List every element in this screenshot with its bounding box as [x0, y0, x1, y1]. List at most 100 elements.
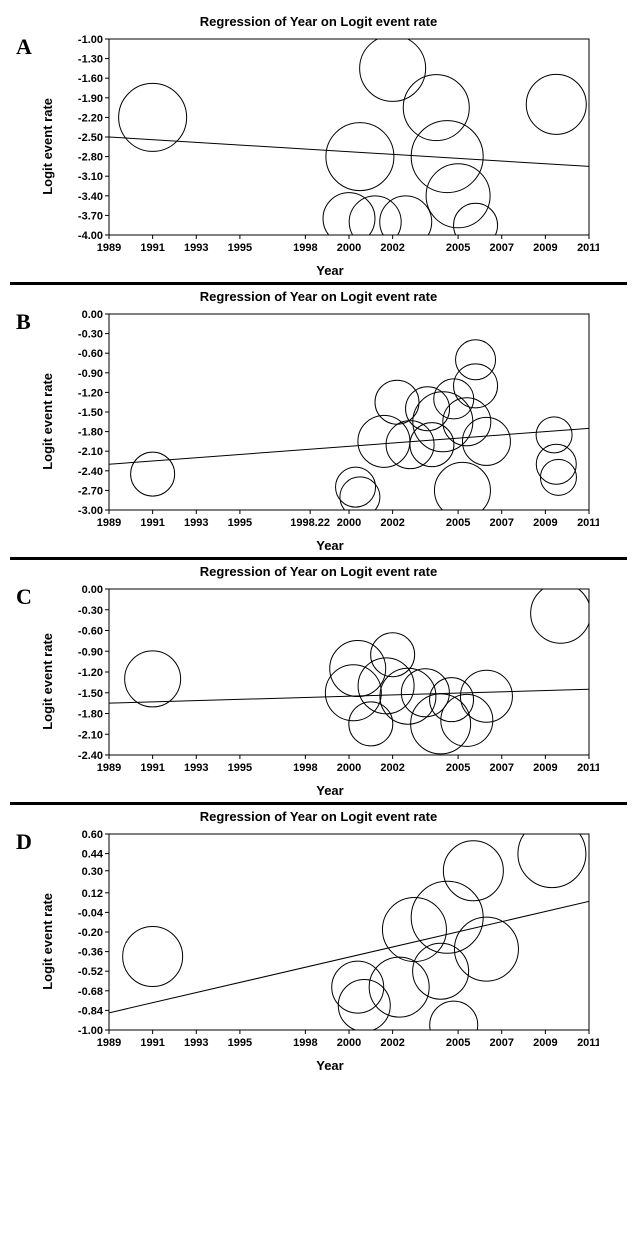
data-bubble — [454, 364, 498, 408]
data-bubble — [125, 651, 181, 707]
y-tick-label: -0.90 — [78, 368, 103, 380]
y-tick-label: -1.20 — [78, 387, 103, 399]
x-tick-label: 1995 — [228, 242, 252, 254]
plot-area — [109, 35, 589, 248]
x-tick-label: 2000 — [337, 1037, 361, 1049]
x-tick-label: 1989 — [97, 762, 121, 774]
plot-area — [109, 583, 591, 754]
y-tick-label: -1.80 — [78, 427, 103, 439]
y-tick-label: 0.30 — [82, 866, 103, 878]
y-tick-label: 0.12 — [82, 888, 103, 900]
y-axis-label: Logit event rate — [40, 98, 55, 195]
x-tick-label: 1998 — [293, 1037, 317, 1049]
x-tick-label: 1998.22 — [290, 517, 330, 529]
data-bubble — [403, 75, 469, 141]
x-tick-label: 1993 — [184, 1037, 208, 1049]
chart-panel-c: CRegression of Year on Logit event rateL… — [10, 564, 627, 805]
y-tick-label: -0.60 — [78, 626, 103, 638]
y-tick-label: -2.20 — [78, 112, 103, 124]
data-bubble — [360, 35, 426, 101]
x-tick-label: 1995 — [228, 762, 252, 774]
x-tick-label: 2007 — [489, 1037, 513, 1049]
x-axis-label: Year — [90, 783, 570, 798]
data-bubble — [349, 702, 393, 746]
data-bubble — [371, 633, 415, 677]
x-tick-label: 1989 — [97, 517, 121, 529]
data-bubble — [375, 380, 419, 424]
y-tick-label: -0.30 — [78, 329, 103, 341]
regression-line — [109, 689, 589, 703]
chart-wrap: Logit event rate-4.00-3.70-3.40-3.10-2.8… — [40, 31, 627, 261]
y-axis-label: Logit event rate — [40, 893, 55, 990]
x-tick-label: 2011 — [577, 517, 599, 529]
plot-area — [109, 340, 589, 519]
x-tick-label: 1991 — [140, 1037, 164, 1049]
panel-title: Regression of Year on Logit event rate — [10, 289, 627, 304]
data-bubble — [443, 841, 503, 901]
x-tick-label: 2000 — [337, 517, 361, 529]
chart-wrap: Logit event rate-1.00-0.84-0.68-0.52-0.3… — [40, 826, 627, 1056]
y-tick-label: -0.04 — [78, 907, 104, 919]
data-bubble — [340, 477, 380, 517]
chart-panel-a: ARegression of Year on Logit event rateL… — [10, 14, 627, 285]
data-bubble — [454, 203, 498, 247]
y-tick-label: 0.00 — [82, 584, 103, 596]
y-tick-label: -1.80 — [78, 709, 103, 721]
y-tick-label: -3.70 — [78, 210, 103, 222]
x-tick-label: 2000 — [337, 242, 361, 254]
x-tick-label: 1991 — [140, 762, 164, 774]
x-tick-label: 2009 — [533, 1037, 557, 1049]
panel-letter: C — [16, 584, 32, 610]
data-bubble — [401, 669, 449, 717]
y-tick-label: -2.40 — [78, 750, 103, 762]
panel-title: Regression of Year on Logit event rate — [10, 809, 627, 824]
x-tick-label: 1989 — [97, 242, 121, 254]
x-tick-label: 2009 — [533, 762, 557, 774]
y-tick-label: -2.10 — [78, 446, 103, 458]
x-tick-label: 1993 — [184, 762, 208, 774]
x-tick-label: 1993 — [184, 242, 208, 254]
y-tick-label: -3.10 — [78, 171, 103, 183]
x-tick-label: 2005 — [446, 517, 470, 529]
y-tick-label: -2.70 — [78, 485, 103, 497]
y-tick-label: -1.00 — [78, 1025, 103, 1037]
x-tick-label: 2002 — [380, 1037, 404, 1049]
data-bubble — [380, 196, 432, 248]
y-tick-label: -1.30 — [78, 54, 103, 66]
scatter-chart: -4.00-3.70-3.40-3.10-2.80-2.50-2.20-1.90… — [59, 31, 599, 261]
data-bubble — [326, 123, 394, 191]
y-tick-label: 0.00 — [82, 309, 103, 321]
data-bubble — [460, 670, 512, 722]
chart-panel-b: BRegression of Year on Logit event rateL… — [10, 289, 627, 560]
x-axis-label: Year — [90, 538, 570, 553]
x-tick-label: 2007 — [489, 517, 513, 529]
x-tick-label: 1998 — [293, 242, 317, 254]
data-bubble — [456, 340, 496, 380]
x-tick-label: 2009 — [533, 517, 557, 529]
y-tick-label: -0.30 — [78, 605, 103, 617]
data-bubble — [410, 423, 454, 467]
x-tick-label: 2005 — [446, 762, 470, 774]
plot-border — [109, 834, 589, 1030]
x-tick-label: 2002 — [380, 762, 404, 774]
x-tick-label: 2007 — [489, 762, 513, 774]
plot-border — [109, 589, 589, 755]
x-tick-label: 2000 — [337, 762, 361, 774]
y-tick-label: -3.40 — [78, 191, 103, 203]
y-tick-label: 0.60 — [82, 829, 103, 841]
y-tick-label: -2.10 — [78, 729, 103, 741]
x-tick-label: 2005 — [446, 1037, 470, 1049]
data-bubble — [336, 467, 376, 507]
y-tick-label: -2.50 — [78, 132, 103, 144]
data-bubble — [325, 665, 381, 721]
y-tick-label: -1.50 — [78, 407, 103, 419]
y-axis-label: Logit event rate — [40, 633, 55, 730]
data-bubble — [338, 980, 390, 1032]
panel-letter: B — [16, 309, 31, 335]
y-tick-label: -2.80 — [78, 152, 103, 164]
x-tick-label: 1995 — [228, 1037, 252, 1049]
x-tick-label: 2011 — [577, 1037, 599, 1049]
panel-title: Regression of Year on Logit event rate — [10, 14, 627, 29]
y-tick-label: -0.36 — [78, 947, 103, 959]
y-tick-label: -0.20 — [78, 927, 103, 939]
